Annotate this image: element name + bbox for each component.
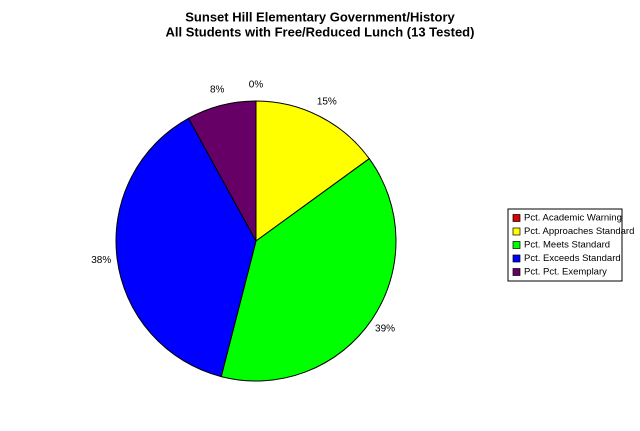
data-label: 0% — [249, 80, 264, 91]
pie-slice — [220, 158, 397, 382]
legend-box — [507, 208, 623, 282]
pie-slice — [187, 100, 257, 242]
legend-swatch — [512, 241, 521, 249]
chart-subtitle: All Students with Free/Reduced Lunch (13… — [166, 24, 475, 39]
legend-label: Pct. Academic Warning — [524, 213, 622, 224]
data-label: 39% — [375, 323, 395, 334]
pie-slice — [255, 100, 370, 242]
legend-label: Pct. Pct. Exemplary — [524, 267, 607, 278]
chart-title: Sunset Hill Elementary Government/Histor… — [185, 9, 455, 24]
data-label: 38% — [91, 255, 111, 266]
legend-label: Pct. Approaches Standard — [524, 226, 634, 237]
data-label: 8% — [210, 85, 225, 96]
legend-swatch — [512, 214, 521, 222]
legend-label: Pct. Exceeds Standard — [524, 253, 621, 264]
pie-slice — [115, 117, 257, 378]
legend-swatch — [512, 227, 521, 236]
data-label: 15% — [317, 97, 337, 108]
legend-swatch — [512, 254, 521, 263]
legend-label: Pct. Meets Standard — [524, 240, 610, 251]
legend-swatch — [512, 268, 521, 276]
